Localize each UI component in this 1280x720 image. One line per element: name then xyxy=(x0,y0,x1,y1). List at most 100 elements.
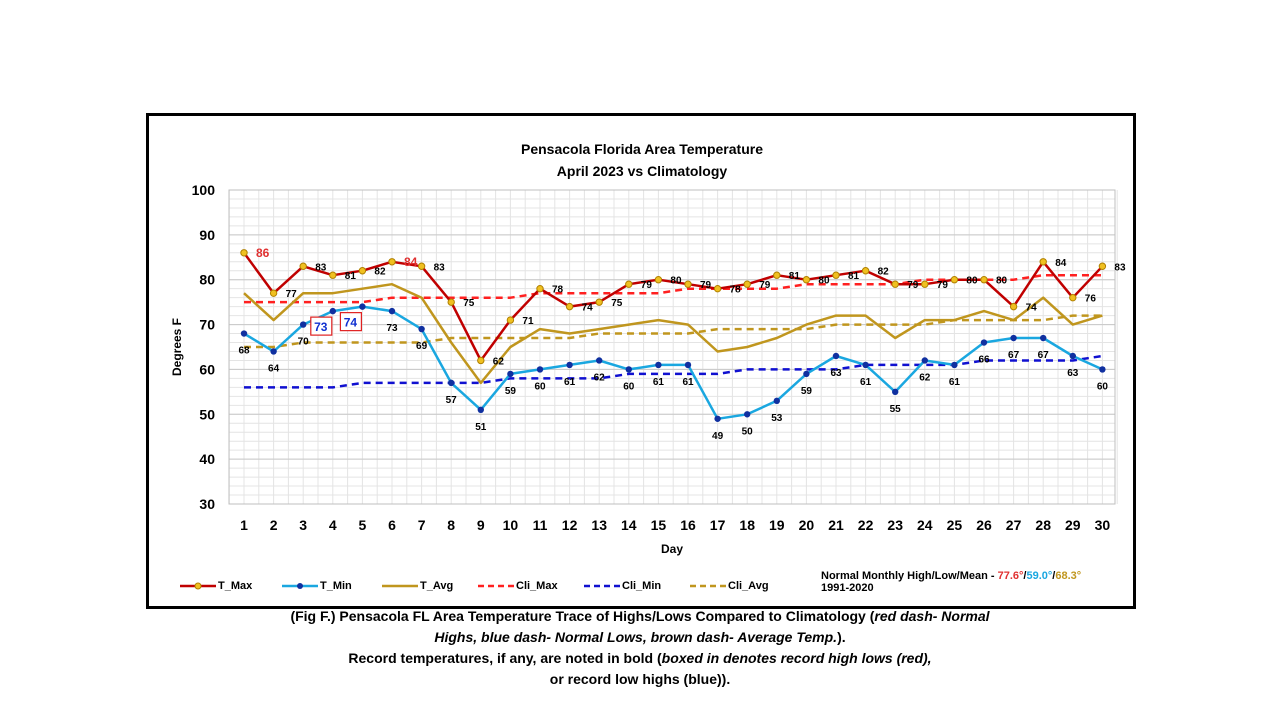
point-t-min xyxy=(980,339,988,346)
data-label-t-max: 80 xyxy=(996,276,1008,287)
data-label-t-min: 63 xyxy=(830,368,842,379)
x-tick-label: 18 xyxy=(739,517,755,533)
legend-t-avg: T_Avg xyxy=(382,580,453,592)
caption-line-3-b: boxed in denotes record high lows (red), xyxy=(661,650,932,666)
point-t-max xyxy=(1009,302,1018,311)
point-t-min xyxy=(1040,334,1047,342)
point-t-max xyxy=(684,280,692,288)
x-tick-label: 29 xyxy=(1065,517,1081,533)
y-tick-label: 40 xyxy=(199,451,215,467)
point-t-min xyxy=(1099,366,1106,373)
data-label-t-max: 86 xyxy=(256,246,270,260)
x-tick-label: 13 xyxy=(591,517,607,533)
normals-prefix: Normal Monthly High/Low/Mean - xyxy=(821,570,998,582)
caption-line-2-a: Highs, blue dash- Normal Lows, brown das… xyxy=(434,629,838,645)
series-line-t-avg xyxy=(243,282,1103,385)
data-label-t-min: 73 xyxy=(386,323,398,334)
x-tick-label: 22 xyxy=(858,517,874,533)
x-tick-label: 27 xyxy=(1006,517,1022,533)
point-t-max xyxy=(447,298,455,306)
point-t-max xyxy=(921,280,929,288)
x-tick-label: 4 xyxy=(329,517,337,533)
x-axis-label: Day xyxy=(661,542,683,556)
caption-line-4: or record low highs (blue)). xyxy=(549,671,731,687)
point-t-min xyxy=(536,366,544,373)
point-t-max xyxy=(1098,262,1107,270)
caption-line-1-b: red dash- Normal xyxy=(874,608,990,624)
x-tick-label: 7 xyxy=(418,517,426,533)
normals-sep-2: / xyxy=(1052,570,1056,582)
point-t-min xyxy=(625,366,632,373)
point-t-min xyxy=(714,415,721,422)
point-t-max xyxy=(980,276,988,284)
point-t-min xyxy=(921,357,928,364)
point-t-max xyxy=(388,258,396,266)
data-label-t-max: 75 xyxy=(463,298,475,309)
x-tick-label: 23 xyxy=(887,517,903,533)
data-label-t-max: 79 xyxy=(641,280,653,291)
normals-sep-1: / xyxy=(1023,570,1027,582)
data-label-t-max: 82 xyxy=(374,267,386,278)
y-tick-label: 90 xyxy=(199,227,215,243)
x-tick-label: 25 xyxy=(947,517,963,533)
data-label-t-min: 60 xyxy=(534,381,546,392)
x-tick-label: 2 xyxy=(270,517,278,533)
data-label-t-max: 80 xyxy=(818,276,830,287)
data-label-t-min: 61 xyxy=(653,377,665,388)
y-axis-label: Degrees F xyxy=(170,318,184,376)
legend-cli-max: Cli_Max xyxy=(478,580,558,592)
data-label-t-min: 67 xyxy=(1008,350,1020,361)
data-label-t-max: 79 xyxy=(907,280,919,291)
point-t-min xyxy=(507,370,514,378)
data-label-t-min: 55 xyxy=(890,404,902,415)
data-label-t-min: 59 xyxy=(801,386,813,397)
point-t-max xyxy=(654,276,663,284)
point-t-min xyxy=(329,307,336,315)
legend-t-max-label: T_Max xyxy=(218,580,253,592)
point-t-min xyxy=(951,361,958,369)
x-tick-label: 26 xyxy=(976,517,992,533)
point-t-min xyxy=(477,406,484,413)
data-label-t-max: 80 xyxy=(966,276,978,287)
y-tick-label: 80 xyxy=(199,272,215,288)
caption-line-1-a: (Fig F.) Pensacola FL Area Temperature T… xyxy=(290,608,875,624)
point-t-max xyxy=(891,280,899,288)
y-tick-label: 70 xyxy=(199,317,215,333)
point-t-min xyxy=(300,321,307,328)
data-label-t-max: 80 xyxy=(670,276,682,287)
point-t-min xyxy=(892,388,899,396)
data-label-t-max: 77 xyxy=(286,289,298,300)
plot-area-border xyxy=(228,189,1116,505)
normals-note: Normal Monthly High/Low/Mean - 77.6°/59.… xyxy=(821,570,1081,594)
point-t-min xyxy=(566,361,573,369)
x-tick-label: 14 xyxy=(621,517,637,533)
y-tick-label: 50 xyxy=(199,406,215,422)
point-t-max xyxy=(536,284,544,293)
point-t-max xyxy=(595,298,603,306)
point-t-max xyxy=(625,280,633,288)
point-t-max xyxy=(773,271,781,279)
y-tick-label: 30 xyxy=(199,496,215,512)
data-label-t-max: 81 xyxy=(345,271,357,282)
data-label-t-min: 51 xyxy=(475,422,487,433)
data-label-t-max: 83 xyxy=(1114,262,1126,273)
x-tick-label: 24 xyxy=(917,517,933,533)
data-label-t-min: 61 xyxy=(682,377,694,388)
data-label-t-max: 62 xyxy=(493,356,505,367)
point-t-max xyxy=(417,262,426,270)
data-label-t-min: 62 xyxy=(919,372,931,383)
data-label-t-min: 49 xyxy=(712,431,724,442)
data-label-t-max: 83 xyxy=(434,262,446,273)
data-label-t-max: 83 xyxy=(315,262,327,273)
point-t-max xyxy=(713,284,722,293)
legend-cli-max-swatch xyxy=(478,584,514,588)
point-t-min xyxy=(655,361,662,369)
legend-cli-max-label: Cli_Max xyxy=(516,580,558,592)
legend-t-max: T_Max xyxy=(180,580,252,592)
data-label-t-max: 84 xyxy=(404,255,418,269)
normal-mean: 68.3° xyxy=(1055,570,1082,582)
point-t-max xyxy=(861,267,870,275)
x-tick-label: 1 xyxy=(240,517,248,533)
data-label-t-max: 76 xyxy=(1085,294,1097,305)
legend-t-max-swatch xyxy=(180,582,216,590)
